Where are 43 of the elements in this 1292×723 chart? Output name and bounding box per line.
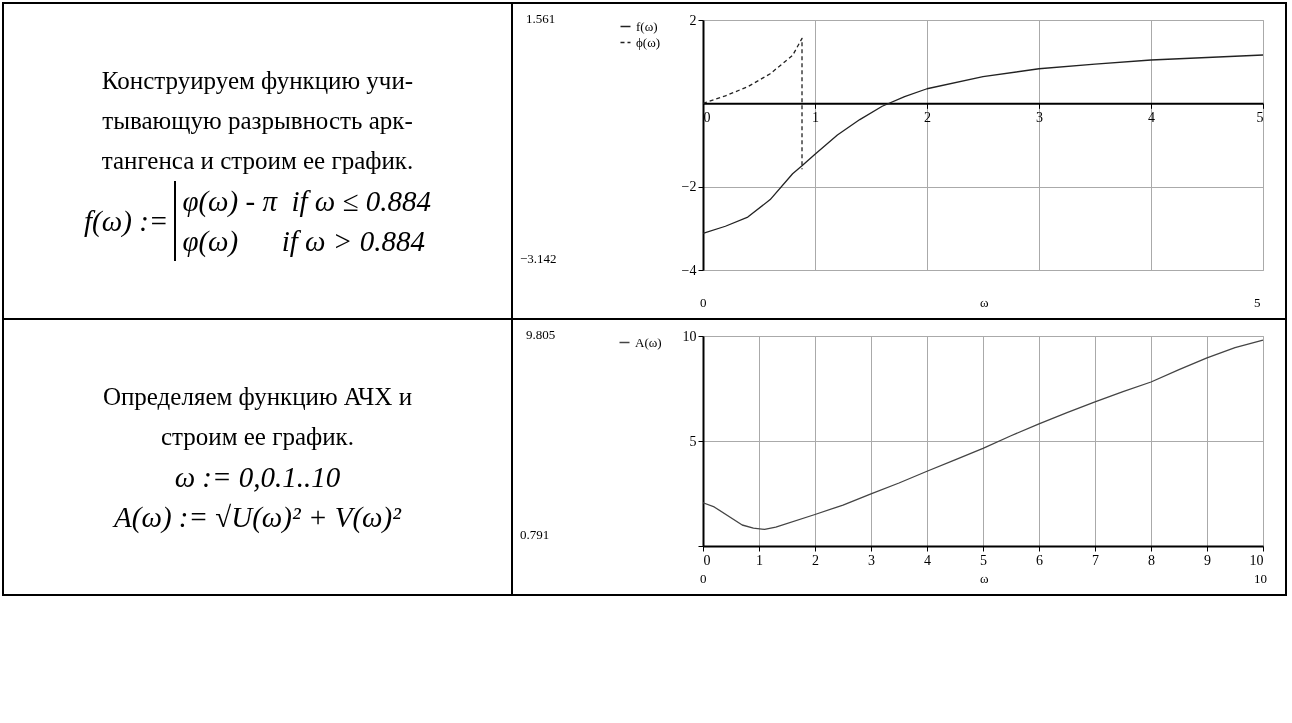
x-tick-label: 4 <box>924 552 931 568</box>
text: A(ω) := √U(ω)² + V(ω)² <box>111 500 403 535</box>
x-axis-title: ω <box>980 295 989 311</box>
x-tick-label: 3 <box>868 552 875 568</box>
text: 0 <box>700 295 707 311</box>
x-tick-label: 5 <box>1256 109 1264 125</box>
line-series <box>702 339 1264 531</box>
text: 5 <box>1254 295 1261 311</box>
x-tick-label: 0 <box>703 552 711 568</box>
x-tick-label: 5 <box>980 552 987 568</box>
x-axis-title: ω <box>980 571 989 587</box>
y-tick-label: 2 <box>689 12 697 28</box>
text: 10 <box>1254 571 1267 587</box>
x-tick-label: 2 <box>812 552 819 568</box>
x-tick-label: 7 <box>1092 552 1099 568</box>
text: 0 <box>700 571 707 587</box>
text: φ(ω) if ω > 0.884 <box>182 225 425 257</box>
legend-label: A(ω) <box>635 334 662 350</box>
y-tick-label: −2 <box>681 179 697 195</box>
text: 0.791 <box>520 527 550 543</box>
x-tick-label: 8 <box>1148 552 1155 568</box>
text: 1.561 <box>526 11 556 27</box>
y-tick-label: −4 <box>681 262 697 278</box>
x-tick-label: 1 <box>756 552 763 568</box>
x-tick-label: 10 <box>1249 552 1264 568</box>
text: 9.805 <box>526 327 556 343</box>
y-tick-label: 5 <box>689 433 697 449</box>
text: −3.142 <box>520 251 557 267</box>
text: Определяем функцию АЧХ и строим ее график. <box>101 382 414 452</box>
text: f(ω) := <box>84 204 169 239</box>
x-tick-label: 0 <box>703 109 711 125</box>
legend-label: f(ω) <box>636 18 658 34</box>
x-tick-label: 9 <box>1204 552 1211 568</box>
x-tick-label: 2 <box>924 109 931 125</box>
text: φ(ω) - π if ω ≤ 0.884 <box>182 185 431 217</box>
text: ω := 0,0.1..10 <box>173 460 342 495</box>
legend-label: ϕ(ω) <box>636 34 661 50</box>
x-tick-label: 6 <box>1036 552 1043 568</box>
y-tick-label: 10 <box>682 328 697 344</box>
x-tick-label: 4 <box>1148 109 1155 125</box>
x-tick-label: 1 <box>812 109 819 125</box>
x-tick-label: 3 <box>1036 109 1043 125</box>
text: Конструируем функцию учи- тывающую разрывность арк- тангенса и строим ее график. <box>100 66 415 176</box>
